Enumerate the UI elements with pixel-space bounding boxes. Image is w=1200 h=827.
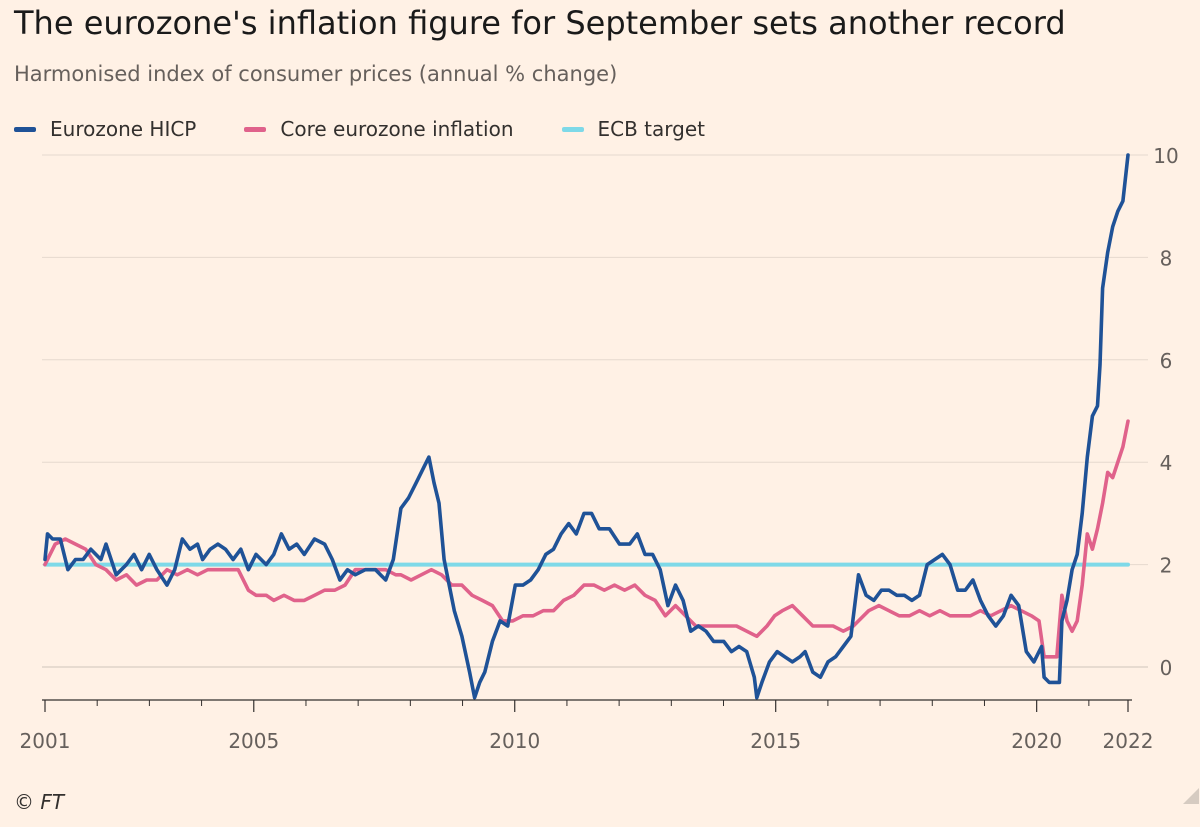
grid-lines — [42, 154, 1148, 668]
legend-item-ecb-target: ECB target — [561, 117, 706, 141]
legend-swatch-eurozone-hicp — [14, 126, 36, 132]
y-tick-label-10: 10 — [1153, 144, 1178, 168]
x-tick-label-2015: 2015 — [750, 729, 801, 753]
chart-subtitle: Harmonised index of consumer prices (ann… — [14, 62, 618, 86]
y-tick-label-0: 0 — [1160, 656, 1173, 680]
y-tick-label-2: 2 — [1160, 554, 1173, 578]
x-tick-label-2020: 2020 — [1011, 729, 1062, 753]
x-tick-label-2005: 2005 — [228, 729, 279, 753]
legend-swatch-ecb-target — [561, 126, 584, 132]
legend-swatch-core-inflation — [244, 126, 267, 132]
legend-item-core-inflation: Core eurozone inflation — [244, 117, 514, 141]
x-tick-label-2022: 2022 — [1103, 729, 1154, 753]
series-lines — [43, 153, 1130, 700]
resize-corner-icon — [1183, 788, 1199, 804]
y-tick-label-4: 4 — [1160, 451, 1173, 475]
chart-legend: Eurozone HICP Core eurozone inflation EC… — [14, 116, 753, 142]
legend-label-ecb-target: ECB target — [597, 117, 706, 141]
y-axis-tick-labels: 0 2 4 6 8 10 — [1153, 144, 1178, 680]
series-line-core-inflation — [43, 419, 1130, 659]
chart-title: The eurozone's inflation figure for Sept… — [14, 4, 1066, 42]
legend-label-core-inflation: Core eurozone inflation — [280, 117, 514, 141]
series-line-eurozone-hicp — [43, 153, 1130, 700]
x-tick-label-2001: 2001 — [20, 729, 71, 753]
y-tick-label-6: 6 — [1160, 349, 1173, 373]
legend-label-eurozone-hicp: Eurozone HICP — [50, 117, 197, 141]
y-tick-label-8: 8 — [1160, 246, 1173, 270]
x-axis: 2001 2005 2010 2015 2020 2022 — [20, 699, 1154, 753]
legend-item-eurozone-hicp: Eurozone HICP — [14, 117, 196, 141]
x-tick-label-2010: 2010 — [489, 729, 540, 753]
source-credit: © FT — [14, 790, 65, 814]
